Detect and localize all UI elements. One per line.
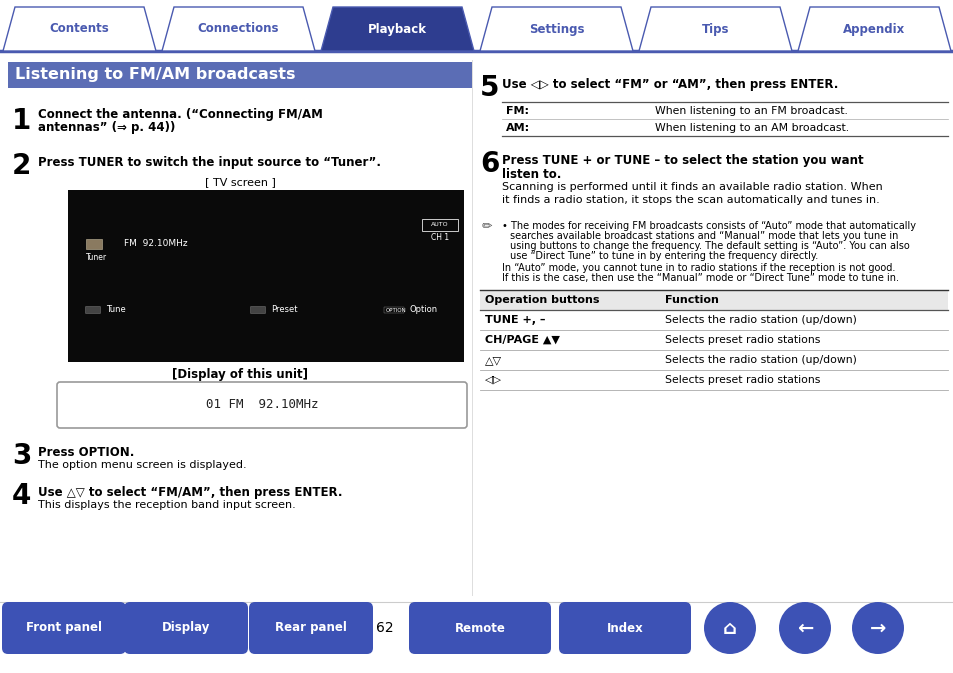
Text: antennas” (⇒ p. 44)): antennas” (⇒ p. 44)) [38, 121, 175, 134]
FancyBboxPatch shape [8, 62, 472, 88]
Text: Index: Index [606, 621, 642, 635]
FancyBboxPatch shape [384, 307, 403, 313]
Text: AM:: AM: [505, 123, 530, 133]
FancyBboxPatch shape [249, 602, 373, 654]
Text: Appendix: Appendix [842, 22, 904, 36]
Text: CH/PAGE ▲▼: CH/PAGE ▲▼ [484, 335, 559, 345]
Text: When listening to an FM broadcast.: When listening to an FM broadcast. [655, 106, 847, 116]
FancyBboxPatch shape [251, 306, 265, 314]
Text: △▽: △▽ [484, 355, 501, 365]
Text: it finds a radio station, it stops the scan automatically and tunes in.: it finds a radio station, it stops the s… [501, 195, 879, 205]
Text: searches available broadcast stations and “Manual” mode that lets you tune in: searches available broadcast stations an… [510, 231, 898, 241]
Text: Scanning is performed until it finds an available radio station. When: Scanning is performed until it finds an … [501, 182, 882, 192]
Text: FM  92.10MHz: FM 92.10MHz [124, 240, 188, 248]
Text: The option menu screen is displayed.: The option menu screen is displayed. [38, 460, 247, 470]
Text: [Display of this unit]: [Display of this unit] [172, 368, 308, 381]
FancyBboxPatch shape [421, 219, 457, 231]
Text: Rear panel: Rear panel [274, 621, 347, 635]
Text: 3: 3 [12, 442, 31, 470]
Text: Selects preset radio stations: Selects preset radio stations [664, 335, 820, 345]
Text: Connections: Connections [197, 22, 279, 36]
Text: In “Auto” mode, you cannot tune in to radio stations if the reception is not goo: In “Auto” mode, you cannot tune in to ra… [501, 263, 895, 273]
Text: listen to.: listen to. [501, 168, 560, 181]
Text: This displays the reception band input screen.: This displays the reception band input s… [38, 500, 295, 510]
Text: ←: ← [796, 618, 812, 637]
Text: If this is the case, then use the “Manual” mode or “Direct Tune” mode to tune in: If this is the case, then use the “Manua… [501, 273, 898, 283]
Text: Display: Display [162, 621, 210, 635]
Text: ⌂: ⌂ [722, 618, 737, 637]
Text: 01 FM  92.10MHz: 01 FM 92.10MHz [206, 398, 318, 411]
FancyBboxPatch shape [558, 602, 690, 654]
Text: →: → [869, 618, 885, 637]
Text: Preset: Preset [271, 306, 297, 314]
Text: FM:: FM: [505, 106, 529, 116]
Text: Use △▽ to select “FM/AM”, then press ENTER.: Use △▽ to select “FM/AM”, then press ENT… [38, 486, 342, 499]
Text: Tune: Tune [106, 306, 126, 314]
Text: Selects the radio station (up/down): Selects the radio station (up/down) [664, 315, 856, 325]
FancyBboxPatch shape [68, 190, 463, 362]
Text: 4: 4 [12, 482, 31, 510]
FancyBboxPatch shape [2, 602, 126, 654]
Text: Contents: Contents [50, 22, 110, 36]
Text: OPTION: OPTION [386, 308, 406, 312]
FancyBboxPatch shape [86, 239, 102, 249]
Text: 62: 62 [375, 621, 394, 635]
Text: Press TUNE + or TUNE – to select the station you want: Press TUNE + or TUNE – to select the sta… [501, 154, 862, 167]
Text: 6: 6 [479, 150, 498, 178]
Text: Use ◁▷ to select “FM” or “AM”, then press ENTER.: Use ◁▷ to select “FM” or “AM”, then pres… [501, 78, 838, 91]
Polygon shape [797, 7, 950, 51]
Text: Connect the antenna. (“Connecting FM/AM: Connect the antenna. (“Connecting FM/AM [38, 108, 322, 121]
Text: TUNE +, –: TUNE +, – [484, 315, 545, 325]
Text: [ TV screen ]: [ TV screen ] [204, 177, 275, 187]
FancyBboxPatch shape [479, 290, 947, 310]
FancyBboxPatch shape [57, 382, 467, 428]
Text: Option: Option [410, 306, 437, 314]
Polygon shape [162, 7, 314, 51]
Text: use “Direct Tune” to tune in by entering the frequency directly.: use “Direct Tune” to tune in by entering… [510, 251, 818, 261]
Text: Tuner: Tuner [86, 254, 107, 262]
Text: Selects preset radio stations: Selects preset radio stations [664, 375, 820, 385]
Text: AUTO: AUTO [431, 223, 448, 227]
Text: Function: Function [664, 295, 719, 305]
Text: 2: 2 [12, 152, 31, 180]
Text: • The modes for receiving FM broadcasts consists of “Auto” mode that automatical: • The modes for receiving FM broadcasts … [501, 221, 915, 231]
Text: Press TUNER to switch the input source to “Tuner”.: Press TUNER to switch the input source t… [38, 156, 380, 169]
Polygon shape [639, 7, 791, 51]
Polygon shape [3, 7, 156, 51]
Text: When listening to an AM broadcast.: When listening to an AM broadcast. [655, 123, 848, 133]
Text: using buttons to change the frequency. The default setting is “Auto”. You can al: using buttons to change the frequency. T… [510, 241, 909, 251]
Circle shape [779, 602, 830, 654]
Text: Front panel: Front panel [26, 621, 102, 635]
Text: Operation buttons: Operation buttons [484, 295, 598, 305]
Text: Listening to FM/AM broadcasts: Listening to FM/AM broadcasts [15, 67, 295, 83]
Text: Press OPTION.: Press OPTION. [38, 446, 134, 459]
Circle shape [703, 602, 755, 654]
Text: Tips: Tips [701, 22, 728, 36]
Text: ✏: ✏ [481, 220, 492, 233]
Text: Settings: Settings [528, 22, 583, 36]
Polygon shape [479, 7, 633, 51]
Text: 5: 5 [479, 74, 499, 102]
Polygon shape [320, 7, 474, 51]
Text: Remote: Remote [454, 621, 505, 635]
FancyBboxPatch shape [124, 602, 248, 654]
Circle shape [851, 602, 903, 654]
Text: Selects the radio station (up/down): Selects the radio station (up/down) [664, 355, 856, 365]
Text: ◁▷: ◁▷ [484, 375, 501, 385]
FancyBboxPatch shape [86, 306, 100, 314]
Text: 1: 1 [12, 107, 31, 135]
Text: Playback: Playback [368, 22, 427, 36]
Text: CH 1: CH 1 [431, 234, 449, 242]
FancyBboxPatch shape [409, 602, 551, 654]
